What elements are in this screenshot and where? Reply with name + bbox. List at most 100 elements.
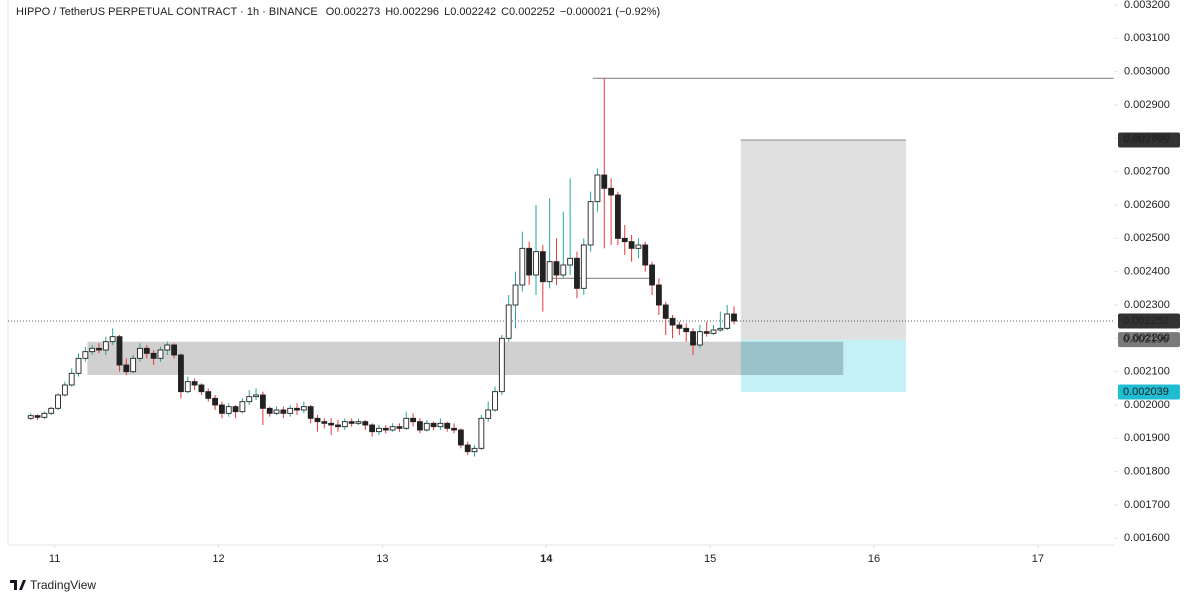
candle-body	[130, 357, 137, 373]
candle-body	[164, 344, 171, 351]
ohlc-value: 0.002242	[450, 6, 496, 18]
candle-body	[109, 336, 116, 343]
candle-body	[703, 331, 710, 334]
ohlc-key: C	[501, 6, 509, 18]
y-tick-label: 0.002000	[1124, 399, 1170, 411]
candle-body	[710, 329, 717, 334]
candle-body	[635, 244, 642, 249]
candle-body	[184, 381, 191, 393]
change: −0.000021 (−0.92%)	[560, 6, 660, 18]
y-tick-label: 0.003000	[1124, 66, 1170, 78]
candle-body	[89, 347, 96, 353]
candle-body	[396, 426, 403, 429]
y-tick-label: 0.002300	[1124, 299, 1170, 311]
candle-body	[280, 409, 287, 414]
candle-body	[143, 347, 150, 354]
candle-body	[61, 384, 68, 396]
ohlc-value: 0.002273	[334, 6, 380, 18]
candle-body	[410, 417, 416, 423]
candle-body	[519, 247, 526, 286]
candle-body	[212, 397, 218, 406]
candle-body	[259, 394, 266, 409]
candle-body	[191, 381, 198, 386]
candle-body	[321, 421, 328, 424]
plot	[8, 77, 1115, 457]
candle-body	[178, 354, 184, 393]
candle-body	[512, 284, 519, 306]
candle-body	[27, 415, 34, 419]
x-tick-label: 14	[540, 553, 553, 565]
candle-body	[498, 337, 505, 393]
candle-body	[457, 429, 464, 446]
ohlc-legend: O 0.002273 H 0.002296 L 0.002242 C 0.002252 −0.0…	[326, 6, 660, 18]
candle-body	[574, 257, 580, 289]
candle-body	[615, 194, 621, 239]
y-tick-label: 0.002800	[1124, 132, 1170, 144]
candle-body	[642, 244, 649, 266]
candle-body	[608, 187, 615, 196]
price-label: 0.002795	[1123, 134, 1169, 146]
candle-body	[403, 417, 410, 429]
candle-body	[621, 237, 628, 243]
candle-body	[273, 409, 280, 414]
candle-body	[205, 391, 212, 399]
candle-body	[492, 391, 498, 411]
x-tick-label: 15	[704, 553, 716, 565]
candle-body	[253, 394, 259, 398]
candle-body	[314, 417, 321, 423]
candle-body	[376, 427, 382, 433]
brand-logo	[10, 580, 26, 590]
zone	[87, 341, 844, 375]
y-tick-label: 0.002100	[1124, 366, 1170, 378]
candle-body	[560, 264, 567, 276]
candle-body	[218, 404, 225, 414]
candle-body	[451, 427, 457, 431]
candle-body	[239, 401, 246, 413]
y-tick-label: 0.001700	[1124, 499, 1170, 511]
candle-body	[82, 351, 89, 359]
candle-body	[328, 422, 335, 426]
y-tick-label: 0.002600	[1124, 199, 1170, 211]
candle-body	[150, 352, 157, 359]
candle-body	[444, 422, 451, 429]
price-label: 0.002039	[1123, 386, 1169, 398]
candle-body	[137, 347, 143, 359]
y-tick-label: 0.002700	[1124, 166, 1170, 178]
candle-body	[430, 422, 437, 428]
candle-body	[369, 424, 376, 433]
candle-body	[34, 415, 41, 418]
candle-body	[690, 331, 696, 346]
candle-body	[68, 372, 75, 386]
ohlc-value: 0.002252	[509, 6, 555, 18]
candle-body	[655, 284, 662, 306]
candle-body	[96, 347, 102, 351]
candle-body	[294, 407, 300, 411]
candle-body	[335, 424, 341, 428]
candle-body	[505, 304, 512, 339]
candle-body	[437, 422, 444, 428]
candle-body	[102, 341, 109, 351]
price-label-bg	[1118, 384, 1180, 400]
candle-body	[580, 244, 587, 289]
y-tick-label: 0.002200	[1124, 332, 1170, 344]
candle-body	[553, 261, 560, 276]
candle-body	[225, 406, 232, 414]
candle-body	[683, 327, 690, 333]
y-tick-label: 0.001900	[1124, 432, 1170, 444]
candle-body	[478, 417, 485, 449]
zone	[740, 140, 907, 340]
candle-body	[75, 357, 82, 374]
x-tick-label: 13	[376, 553, 388, 565]
price-label-bg	[1118, 332, 1180, 348]
price-label-bg	[1118, 132, 1180, 148]
candle-body	[587, 201, 594, 246]
candle-body	[696, 331, 703, 346]
candle-body	[157, 349, 164, 359]
candle-body	[669, 317, 676, 326]
price-label: 0.002196	[1123, 334, 1169, 346]
candle-body	[198, 384, 205, 393]
candle-body	[232, 406, 239, 413]
candle-body	[417, 421, 423, 431]
candle-body	[300, 406, 307, 411]
